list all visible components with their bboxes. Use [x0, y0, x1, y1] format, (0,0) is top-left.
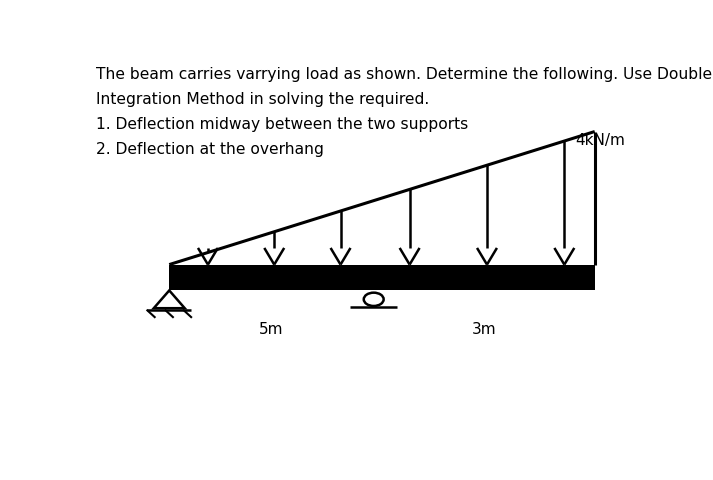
Circle shape	[364, 293, 384, 306]
Text: 4kN/m: 4kN/m	[575, 133, 625, 148]
Polygon shape	[154, 290, 185, 308]
Text: Integration Method in solving the required.: Integration Method in solving the requir…	[96, 92, 429, 107]
Text: 3m: 3m	[472, 322, 496, 337]
Text: 5m: 5m	[260, 322, 284, 337]
Text: 1. Deflection midway between the two supports: 1. Deflection midway between the two sup…	[96, 117, 468, 132]
Text: The beam carries varrying load as shown. Determine the following. Use Double: The beam carries varrying load as shown.…	[96, 67, 712, 82]
Polygon shape	[169, 264, 595, 290]
Text: 2. Deflection at the overhang: 2. Deflection at the overhang	[96, 142, 324, 157]
